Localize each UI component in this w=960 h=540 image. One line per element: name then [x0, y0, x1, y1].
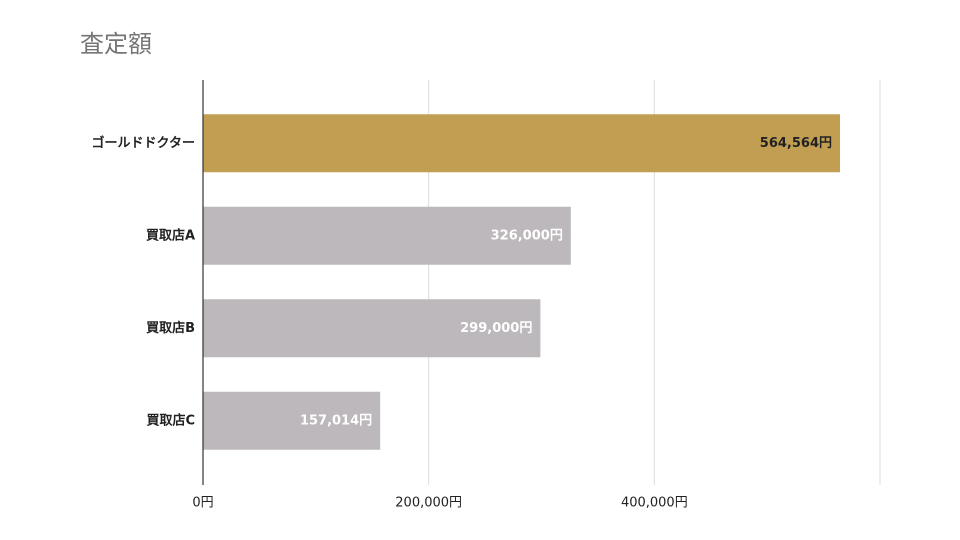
bar	[203, 206, 571, 265]
value-label: 299,000円	[460, 321, 532, 336]
y-tick-label: 買取店B	[146, 320, 195, 336]
chart-title: 査定額	[80, 30, 152, 58]
y-tick-label: 買取店A	[146, 227, 195, 243]
bar	[203, 299, 541, 358]
x-tick-label: 400,000円	[621, 496, 688, 511]
value-label: 564,564円	[760, 136, 832, 151]
y-tick-label: 買取店C	[146, 412, 195, 428]
bar	[203, 114, 841, 173]
x-tick-label: 0円	[192, 496, 213, 511]
value-label: 326,000円	[491, 228, 563, 243]
bar	[203, 391, 381, 450]
y-tick-label: ゴールドドクター	[92, 135, 195, 151]
x-tick-label: 200,000円	[395, 496, 462, 511]
value-label: 157,014円	[300, 413, 372, 428]
